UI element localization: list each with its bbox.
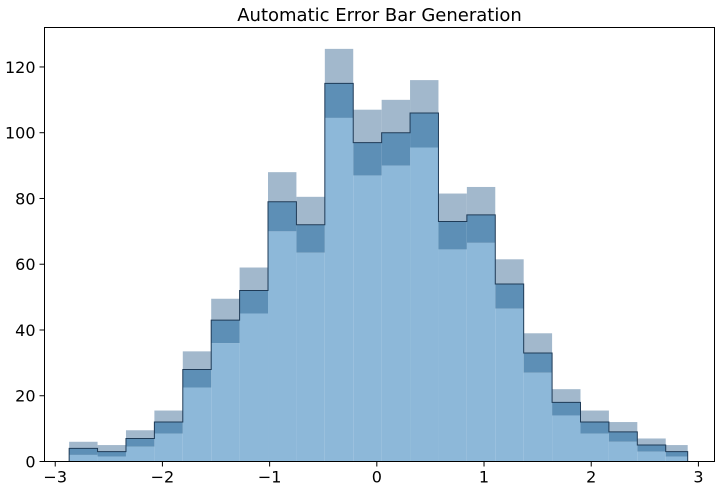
y-tick-label: 0 (25, 453, 35, 472)
error-band-upper (353, 109, 382, 143)
error-band-lower (552, 402, 581, 416)
error-band-upper (268, 172, 297, 202)
error-band-lower (410, 112, 439, 148)
error-band-lower (637, 445, 666, 452)
error-band-lower (608, 431, 638, 442)
error-band-lower (353, 142, 382, 176)
x-tick-label: 2 (586, 468, 596, 487)
error-band-lower (69, 448, 98, 455)
histogram-bar (268, 231, 297, 462)
histogram-bar (97, 456, 126, 462)
error-band-upper (324, 48, 354, 84)
plot-frame (44, 27, 715, 462)
histogram-bar (665, 456, 688, 462)
error-band-lower (211, 320, 240, 344)
histogram-bar (438, 249, 467, 462)
x-tick-label: 1 (479, 468, 489, 487)
histogram-bar (523, 372, 553, 462)
error-band-lower (182, 369, 212, 388)
error-band-upper (211, 298, 240, 321)
error-band-upper (239, 267, 269, 291)
error-band-upper (154, 410, 183, 423)
histogram-bar (466, 242, 496, 462)
histogram-bars (69, 117, 688, 462)
histogram-bar (637, 451, 666, 462)
error-band-lower (296, 224, 325, 253)
y-tick-label: 80 (15, 189, 35, 208)
histogram-bar (182, 387, 212, 462)
error-band-upper (381, 99, 411, 133)
y-axis: 0 20 40 60 80 100 120 (5, 58, 45, 472)
chart-title: Automatic Error Bar Generation (237, 5, 522, 26)
error-band-upper (69, 441, 98, 449)
y-tick-label: 120 (5, 58, 36, 77)
error-band-upper (466, 186, 496, 215)
histogram-bar (410, 147, 439, 462)
error-band-upper (608, 422, 638, 432)
error-band-lower (580, 422, 609, 434)
error-band-lower (381, 132, 411, 166)
error-band-lower (495, 283, 524, 309)
histogram-bar (552, 415, 581, 462)
histogram-bar (296, 252, 325, 462)
histogram-bar (495, 308, 524, 462)
error-band-lower (268, 201, 297, 232)
error-band-upper (125, 430, 155, 439)
histogram-bar (608, 441, 638, 462)
histogram-bar (324, 117, 354, 462)
x-tick-label: −1 (258, 468, 282, 487)
error-band-lower (125, 438, 155, 447)
error-band-lower (324, 83, 354, 118)
error-bands (69, 48, 688, 457)
y-tick-label: 20 (15, 387, 35, 406)
error-band-lower (154, 422, 183, 434)
x-tick-label: 0 (372, 468, 382, 487)
error-band-upper (580, 410, 609, 423)
histogram-bar (580, 433, 609, 462)
error-band-lower (438, 221, 467, 250)
error-band-upper (665, 445, 688, 452)
error-band-lower (97, 451, 126, 457)
x-tick-label: −3 (43, 468, 67, 487)
error-band-lower (466, 214, 496, 243)
error-band-lower (239, 290, 269, 314)
histogram-bar (154, 433, 183, 462)
histogram-step-outline (68, 82, 689, 462)
error-band-upper (410, 80, 439, 113)
error-band-upper (495, 259, 524, 284)
x-tick-label: 3 (693, 468, 703, 487)
x-tick-label: −2 (151, 468, 175, 487)
error-band-upper (296, 196, 325, 225)
histogram-bar (69, 454, 98, 462)
histogram-bar (381, 165, 411, 462)
error-band-upper (438, 193, 467, 222)
error-band-upper (637, 438, 666, 446)
error-band-upper (523, 333, 553, 353)
y-tick-label: 100 (5, 124, 36, 143)
error-band-lower (523, 353, 553, 373)
x-axis: −3 −2 −1 0 1 2 3 (43, 461, 704, 487)
error-band-upper (97, 445, 126, 452)
error-band-upper (182, 351, 212, 370)
y-tick-label: 60 (15, 255, 35, 274)
histogram-bar (211, 343, 240, 462)
histogram-bar (353, 175, 382, 462)
y-tick-label: 40 (15, 321, 35, 340)
histogram-bar (239, 313, 269, 462)
error-band-upper (552, 389, 581, 403)
histogram-bar (125, 446, 155, 462)
error-band-lower (665, 451, 688, 457)
